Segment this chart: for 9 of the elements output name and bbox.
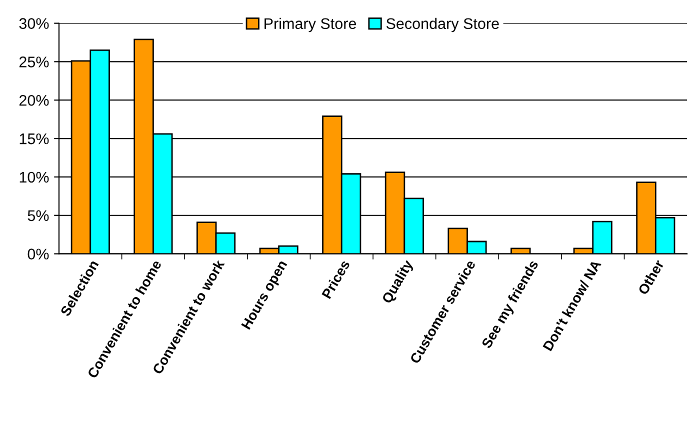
y-tick-label: 5% [28,210,49,222]
y-tick-label: 15% [20,133,49,144]
y-tick-label: 25% [19,56,49,68]
y-tick-label: 20% [19,94,49,106]
y-tick-label: 30% [19,18,49,29]
legend-label: Secondary Store [386,18,499,32]
y-tick-label: 10% [20,172,49,183]
y-tick-label: 0% [28,248,49,260]
legend-label: Primary Store [264,18,356,32]
